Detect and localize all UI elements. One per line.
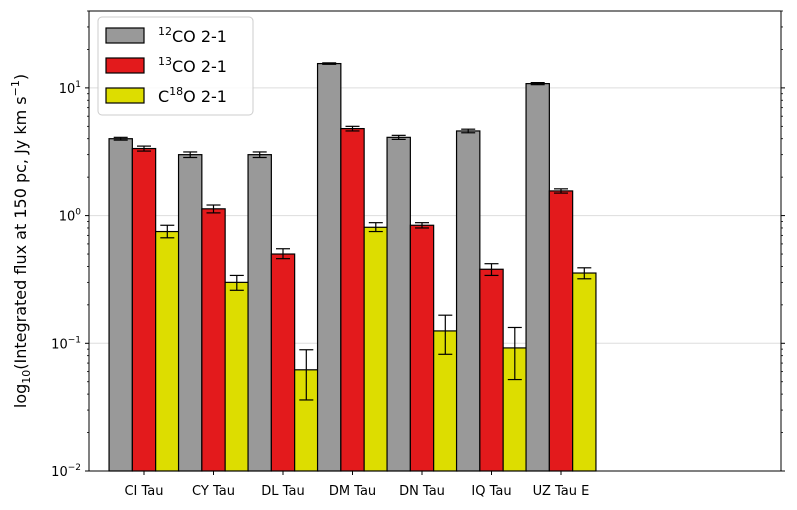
bar — [386, 136, 411, 472]
x-tick-label: DM Tau — [329, 484, 376, 499]
bar — [201, 208, 226, 472]
bar — [525, 83, 550, 472]
y-axis: 10−2 10−1 100 101 — [51, 10, 785, 480]
x-tick-label: IQ Tau — [471, 484, 511, 499]
bar — [108, 138, 133, 472]
x-axis: CI Tau CY Tau DL Tau DM Tau DN Tau IQ Tau UZ T… — [124, 471, 589, 499]
y-axis-label: log10(Integrated flux at 150 pc, Jy km s… — [9, 74, 33, 408]
legend-swatch — [105, 87, 145, 104]
x-tick-label: CY Tau — [192, 484, 235, 499]
y-tick-label: 101 — [59, 80, 81, 97]
x-tick-label: DL Tau — [261, 484, 304, 499]
bars — [108, 62, 597, 472]
bar — [455, 130, 481, 472]
y-tick-label: 10−1 — [51, 335, 81, 352]
y-tick-label: 100 — [59, 208, 82, 225]
bar — [363, 226, 389, 472]
bar — [316, 62, 342, 472]
legend: 12CO 2-1 13CO 2-1 C18O 2-1 — [97, 16, 254, 116]
legend-swatch — [105, 27, 145, 44]
legend-label: 12CO 2-1 — [158, 25, 227, 46]
bar — [572, 272, 597, 472]
plot-frame — [88, 10, 782, 472]
bar — [131, 147, 157, 472]
x-tick-label: DN Tau — [399, 484, 445, 499]
bar — [224, 281, 250, 472]
bar — [479, 268, 504, 472]
bar — [177, 154, 203, 472]
bar — [548, 190, 574, 472]
legend-label: 13CO 2-1 — [158, 55, 227, 76]
bar — [247, 154, 272, 472]
bar — [270, 253, 296, 472]
bar — [155, 230, 180, 472]
bar — [340, 127, 365, 472]
bar — [409, 224, 435, 472]
y-tick-label: 10−2 — [51, 463, 81, 480]
x-tick-label: UZ Tau E — [533, 484, 590, 499]
error-bars — [113, 62, 592, 401]
legend-label: C18O 2-1 — [158, 85, 227, 106]
x-tick-label: CI Tau — [124, 484, 163, 499]
legend-swatch — [105, 57, 145, 74]
